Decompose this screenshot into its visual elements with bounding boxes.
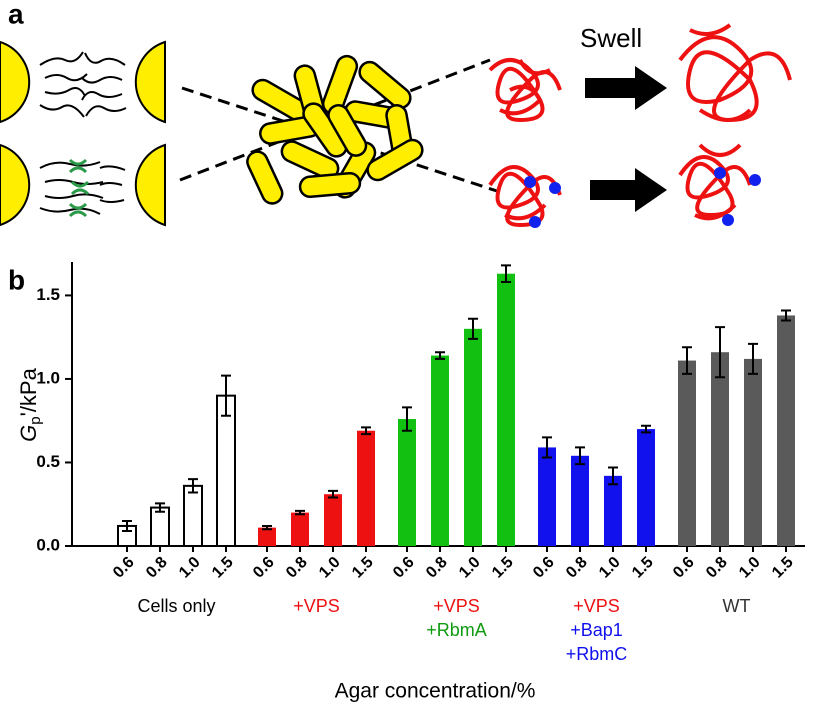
- x-tick-label: 1.5: [489, 554, 517, 582]
- crosslinker-dots: [524, 167, 761, 228]
- arrows: [585, 66, 667, 212]
- x-tick-label: 0.6: [390, 554, 418, 582]
- error-bar: [262, 524, 272, 531]
- bar: [258, 527, 276, 546]
- bar: [398, 419, 416, 546]
- error-bar: [641, 424, 651, 434]
- error-bar: [361, 426, 371, 436]
- polymer-brushes: [39, 51, 127, 215]
- x-tick-label: 0.8: [563, 554, 591, 582]
- bar: [604, 475, 622, 546]
- x-tick-label: 0.8: [423, 554, 451, 582]
- beads: [0, 40, 166, 227]
- x-tick-label: 1.5: [769, 554, 797, 582]
- bar: [711, 352, 729, 546]
- x-tick-label: 0.6: [530, 554, 558, 582]
- crosslinks: [68, 158, 90, 218]
- error-bar: [188, 478, 198, 494]
- x-tick-label: 0.6: [670, 554, 698, 582]
- bar: [464, 328, 482, 546]
- error-bar: [221, 374, 231, 417]
- group-label: +VPS: [433, 596, 480, 616]
- error-bar: [542, 436, 552, 459]
- bar: [744, 358, 762, 546]
- group-label: +RbmC: [566, 644, 628, 664]
- group-label: +Bap1: [570, 620, 623, 640]
- error-bar: [781, 309, 791, 322]
- bar: [497, 273, 515, 546]
- group-label: +RbmA: [426, 620, 487, 640]
- x-tick-label: 1.5: [629, 554, 657, 582]
- x-tick-label: 1.5: [349, 554, 377, 582]
- bar: [571, 455, 589, 546]
- bar: [216, 394, 236, 547]
- x-tick-label: 1.0: [176, 554, 204, 582]
- y-tick-label: 0.5: [36, 452, 60, 471]
- x-tick-label: 1.0: [596, 554, 624, 582]
- bar: [324, 494, 342, 546]
- x-tick-label: 1.0: [736, 554, 764, 582]
- error-bar: [682, 346, 692, 375]
- error-bar: [328, 489, 338, 499]
- panel-label: b: [8, 264, 25, 295]
- error-bar: [575, 446, 585, 466]
- group-label: +VPS: [293, 596, 340, 616]
- x-tick-label: 0.8: [283, 554, 311, 582]
- x-axis-label: Agar concentration/%: [335, 680, 536, 703]
- error-bar: [155, 502, 165, 513]
- bar: [431, 355, 449, 546]
- group-label: WT: [723, 596, 751, 616]
- polymer-tangles: [488, 23, 792, 228]
- bar: [150, 506, 170, 548]
- error-bar: [295, 509, 305, 516]
- y-label-unit: '/kPa: [16, 367, 41, 416]
- error-bar: [122, 519, 132, 532]
- group-label: Cells only: [137, 596, 215, 616]
- bar: [357, 430, 375, 546]
- x-tick-label: 0.6: [250, 554, 278, 582]
- y-tick-label: 1.5: [36, 285, 60, 304]
- bar: [637, 429, 655, 546]
- y-tick-label: 0.0: [36, 535, 60, 554]
- x-tick-label: 0.8: [703, 554, 731, 582]
- bar: [291, 512, 309, 546]
- dashed-lines: [179, 58, 501, 194]
- bar: [538, 447, 556, 546]
- error-bar: [748, 342, 758, 375]
- cell-cluster: [246, 54, 424, 205]
- x-tick-label: 0.6: [110, 554, 138, 582]
- x-tick-label: 1.0: [316, 554, 344, 582]
- error-bar: [468, 317, 478, 340]
- swell-label: Swell: [580, 23, 642, 53]
- y-axis-label: Gp'/kPa: [16, 367, 44, 441]
- error-bar: [608, 466, 618, 486]
- y-label-symbol: G: [16, 425, 41, 442]
- y-tick-label: 1.0: [36, 368, 60, 387]
- bar: [777, 315, 795, 546]
- error-bar: [402, 406, 412, 432]
- panel-label: a: [8, 0, 24, 29]
- error-bar: [501, 264, 511, 284]
- error-bar: [715, 326, 725, 379]
- y-label-subscript: p: [27, 416, 44, 424]
- error-bar: [435, 351, 445, 360]
- bar: [183, 484, 203, 548]
- x-tick-label: 1.5: [209, 554, 237, 582]
- x-tick-label: 1.0: [456, 554, 484, 582]
- group-label: +VPS: [573, 596, 620, 616]
- x-tick-label: 0.8: [143, 554, 171, 582]
- diagram: a: [0, 0, 792, 228]
- bar: [678, 360, 696, 546]
